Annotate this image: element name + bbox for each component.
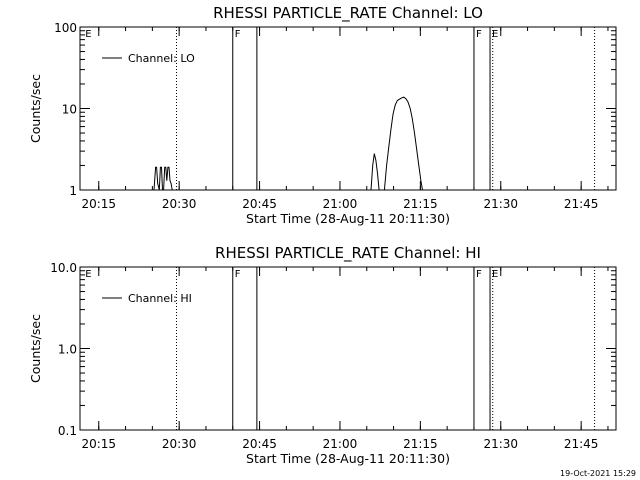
y-tick-label: 10 xyxy=(62,103,77,117)
x-tick-label: 21:00 xyxy=(323,437,358,451)
x-axis-label: Start Time (28-Aug-11 20:11:30) xyxy=(246,451,450,466)
event-marker-label: E xyxy=(85,269,91,280)
x-tick-label: 21:15 xyxy=(403,197,438,211)
x-axis-label: Start Time (28-Aug-11 20:11:30) xyxy=(246,211,450,226)
y-tick-label: 10.0 xyxy=(50,261,77,275)
x-tick-label: 20:30 xyxy=(162,197,197,211)
x-tick-label: 21:45 xyxy=(564,197,599,211)
footer-timestamp: 19-Oct-2021 15:29 xyxy=(560,469,636,478)
event-marker-label: E xyxy=(85,29,91,40)
plot-panel-0: RHESSI PARTICLE_RATE Channel: LO 20:15 20:… xyxy=(28,4,617,226)
series-line-1 xyxy=(370,96,423,191)
x-tick-label: 20:45 xyxy=(242,437,277,451)
chart-title: RHESSI PARTICLE_RATE Channel: LO xyxy=(213,4,483,23)
x-tick-label: 20:30 xyxy=(162,437,197,451)
x-tick-label: 20:45 xyxy=(242,197,277,211)
legend-label: Channel: LO xyxy=(128,52,195,65)
x-tick-label: 21:30 xyxy=(483,437,518,451)
y-tick-label: 1.0 xyxy=(58,343,77,357)
event-marker-label: E xyxy=(492,29,498,40)
y-tick-label: 100 xyxy=(54,21,77,35)
event-marker-label: E xyxy=(492,269,498,280)
x-tick-label: 21:45 xyxy=(564,437,599,451)
x-tick-label: 20:15 xyxy=(81,197,116,211)
y-axis-label: Counts/sec xyxy=(28,314,43,383)
legend-label: Channel: HI xyxy=(128,292,192,305)
chart-title: RHESSI PARTICLE_RATE Channel: HI xyxy=(215,244,481,263)
event-marker-label: F xyxy=(235,29,241,40)
plot-panel-1: RHESSI PARTICLE_RATE Channel: HI 20:15 20:… xyxy=(28,244,617,466)
event-marker-label: F xyxy=(476,269,482,280)
series-line-0 xyxy=(153,166,173,191)
x-tick-label: 20:15 xyxy=(81,437,116,451)
event-marker-label: F xyxy=(235,269,241,280)
event-marker-label: F xyxy=(476,29,482,40)
y-tick-label: 0.1 xyxy=(58,424,77,438)
y-tick-label: 1 xyxy=(69,184,77,198)
x-tick-label: 21:30 xyxy=(483,197,518,211)
x-tick-label: 21:15 xyxy=(403,437,438,451)
x-tick-label: 21:00 xyxy=(323,197,358,211)
y-axis-label: Counts/sec xyxy=(28,74,43,143)
